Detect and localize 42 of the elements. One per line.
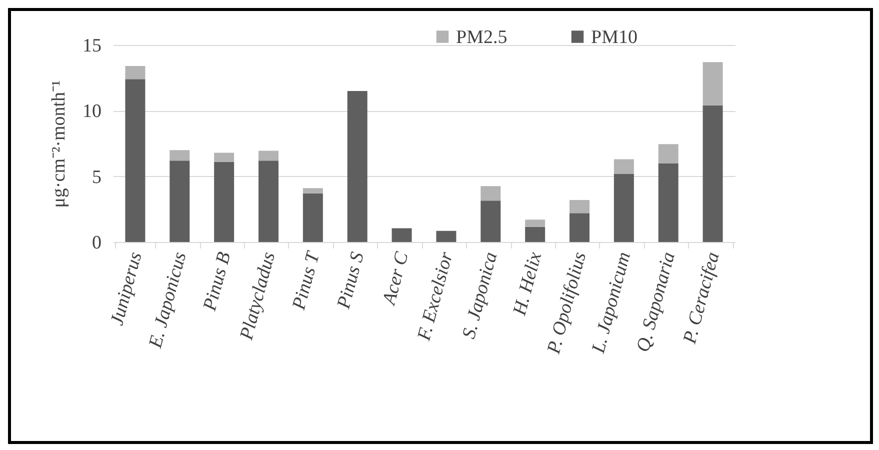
bar (525, 226, 546, 242)
legend-label: PM10 (591, 26, 638, 48)
bar (702, 105, 723, 242)
x-tick-label: Pinus B (199, 250, 236, 314)
bar (302, 193, 323, 242)
bar (170, 160, 190, 242)
x-tick-label: Q. Saponaria (632, 250, 680, 354)
bar (125, 66, 146, 80)
bar (392, 228, 412, 242)
x-tick-label: E. Japonicus (144, 250, 191, 352)
bar (302, 188, 323, 194)
y-axis-title: μg·cm⁻²·month⁻¹ (48, 80, 70, 208)
x-tick-label: S. Japonica (458, 250, 502, 341)
x-tick-label: F. Excelsior (413, 249, 458, 344)
bar (480, 186, 501, 201)
bar (347, 90, 368, 242)
bar (125, 79, 146, 242)
legend-label: PM2.5 (456, 26, 508, 48)
x-tick-label: Pinus S (333, 249, 369, 312)
bar (258, 150, 278, 161)
x-tick-label: Acer C (378, 250, 413, 309)
bar (170, 150, 190, 161)
x-tick-label: P. Ceracifea (679, 250, 724, 347)
bar (525, 220, 546, 227)
y-tick-label: 15 (82, 36, 102, 56)
x-tick-label: Juniperus (106, 250, 146, 328)
bar (702, 62, 723, 106)
bar (214, 152, 234, 162)
bar (258, 160, 278, 242)
bar (436, 230, 456, 242)
bar (214, 162, 234, 242)
x-tick-label: Pinus T (288, 248, 324, 313)
y-tick-label: 10 (82, 101, 102, 122)
y-tick-label: 5 (92, 166, 102, 188)
y-tick-label: 0 (92, 232, 102, 254)
bar (658, 163, 678, 242)
bar (658, 144, 678, 164)
bar (570, 200, 590, 214)
bar (614, 159, 634, 174)
bar (480, 200, 501, 242)
bar (570, 213, 590, 242)
bar (614, 174, 634, 242)
